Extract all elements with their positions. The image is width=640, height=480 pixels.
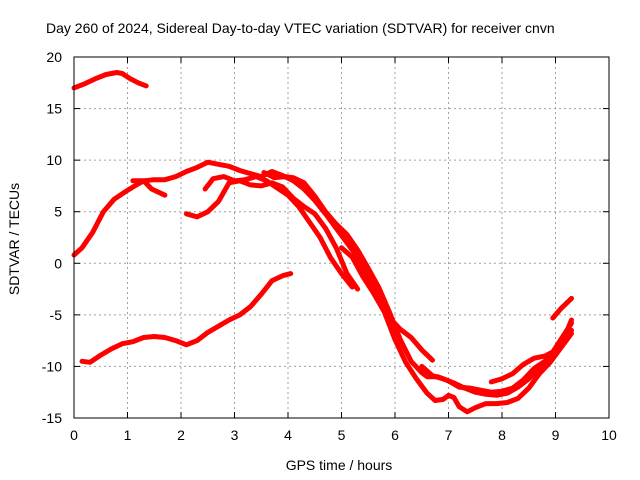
series-arc-1: [71, 70, 149, 91]
series-arc-2: [71, 159, 435, 363]
y-tick-label: -5: [50, 307, 63, 323]
series-arc-10: [550, 295, 574, 321]
x-axis-label: GPS time / hours: [286, 457, 393, 473]
x-tick-label: 3: [231, 427, 239, 443]
series-arc-8: [419, 317, 574, 398]
y-axis-label: SDTVAR / TECUs: [6, 183, 22, 295]
x-tick-label: 2: [177, 427, 185, 443]
tick-labels: 0 1 2 3 4 5 6 7 8 9 10 -15 -10 -5 0 5 10 15 20: [42, 49, 617, 443]
x-tick-label: 0: [70, 427, 78, 443]
series-arc-7: [339, 245, 574, 415]
series-arc-9: [488, 320, 574, 385]
series-arc-11: [79, 271, 294, 365]
axis-ticks: [73, 56, 610, 419]
x-tick-label: 4: [284, 427, 292, 443]
y-tick-label: -10: [42, 358, 62, 374]
chart-title: Day 260 of 2024, Sidereal Day-to-day VTE…: [46, 20, 555, 36]
series-arc-5: [202, 174, 355, 290]
series-arc-6: [261, 170, 574, 395]
x-tick-label: 10: [601, 427, 617, 443]
x-tick-label: 8: [498, 427, 506, 443]
series-group: [71, 70, 574, 415]
series-arc-3: [130, 178, 168, 198]
series-arc-4: [183, 178, 361, 292]
x-tick-label: 6: [391, 427, 399, 443]
y-tick-label: 10: [46, 152, 62, 168]
x-tick-label: 7: [445, 427, 453, 443]
y-tick-label: 5: [54, 204, 62, 220]
x-tick-label: 5: [338, 427, 346, 443]
y-tick-label: 15: [46, 101, 62, 117]
y-tick-label: -15: [42, 410, 62, 426]
y-tick-label: 20: [46, 49, 62, 65]
x-tick-label: 1: [124, 427, 132, 443]
x-tick-label: 9: [552, 427, 560, 443]
y-tick-label: 0: [54, 255, 62, 271]
